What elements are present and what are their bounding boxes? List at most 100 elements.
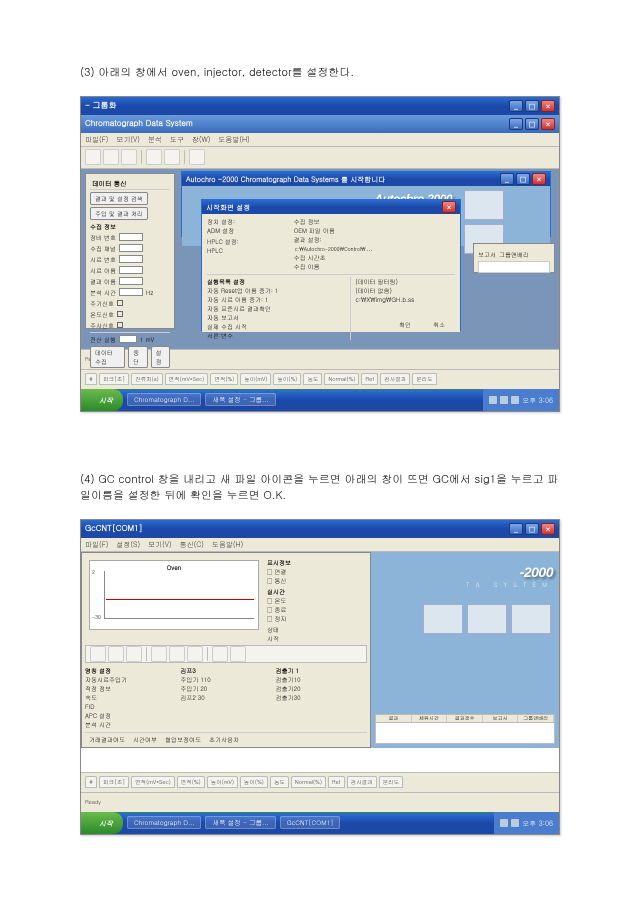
field-input[interactable] <box>119 266 143 274</box>
toolbar-button[interactable] <box>121 149 137 165</box>
tray-icon[interactable] <box>511 819 519 827</box>
num-input[interactable]: 0 <box>297 675 300 684</box>
tab[interactable]: Normal(%) <box>291 776 326 788</box>
stop-button[interactable]: 중단 <box>128 346 147 368</box>
tray-icon[interactable] <box>500 819 508 827</box>
thumb-icon[interactable] <box>511 604 551 634</box>
task-button[interactable]: 새폭 설정 - 그룹... <box>205 816 275 829</box>
checkbox[interactable] <box>117 300 123 306</box>
toolbar-button[interactable] <box>164 149 180 165</box>
field-input[interactable] <box>119 233 143 241</box>
ok-button[interactable]: 확인 <box>389 319 421 330</box>
thumb-icon[interactable] <box>423 604 463 634</box>
footer-input[interactable] <box>119 335 137 343</box>
field-input[interactable] <box>119 244 143 252</box>
tab[interactable]: Normal(%) <box>324 373 359 385</box>
checkbox[interactable] <box>117 311 123 317</box>
app-min-button[interactable]: _ <box>509 118 523 130</box>
tab[interactable]: 높이(mV) <box>207 776 238 788</box>
num-input[interactable]: 10 <box>204 675 211 684</box>
start-button[interactable]: 시작 <box>81 812 123 834</box>
tab[interactable]: 높이(mV) <box>240 373 271 385</box>
tab[interactable]: 잔류치(s) <box>131 373 163 385</box>
tab[interactable]: 검사결과 <box>347 776 377 788</box>
banner-close[interactable]: × <box>532 173 546 185</box>
gc-tool-button[interactable] <box>212 646 228 662</box>
menu-item[interactable]: 도구 <box>170 134 184 144</box>
gc-tool-button[interactable] <box>108 646 124 662</box>
menu-item[interactable]: 파일(F) <box>85 134 108 144</box>
menu-item[interactable]: 도움말(H) <box>218 134 249 144</box>
tab[interactable]: 높이(%) <box>240 776 268 788</box>
toolbar-button[interactable] <box>146 149 162 165</box>
min-button[interactable]: _ <box>509 100 523 112</box>
start-button[interactable]: 시작 <box>81 389 123 411</box>
set-button[interactable]: 설정 <box>151 346 170 368</box>
toolbar-button[interactable] <box>189 149 205 165</box>
tab[interactable]: Ref <box>361 373 378 385</box>
hplc-button[interactable]: HPLC <box>207 246 223 255</box>
num-input[interactable]: 0 <box>297 684 300 693</box>
tab[interactable]: 분리도 <box>412 373 437 385</box>
tab[interactable]: 농도 <box>270 776 289 788</box>
task-button[interactable]: Chromatograph D... <box>127 816 201 829</box>
thumb-icon[interactable] <box>467 604 507 634</box>
tray-icon[interactable] <box>500 396 508 404</box>
field-input[interactable] <box>119 277 143 285</box>
gc-tool-button[interactable] <box>151 646 167 662</box>
checkbox[interactable] <box>117 322 123 328</box>
banner-max[interactable]: □ <box>516 173 530 185</box>
app-max-button[interactable]: □ <box>525 118 539 130</box>
tab[interactable]: 면적(mV*Sec) <box>165 373 209 385</box>
tab[interactable]: 면적(%) <box>177 776 205 788</box>
num-input[interactable]: 0 <box>297 693 300 702</box>
close-button[interactable]: × <box>541 523 555 535</box>
state-button[interactable]: 상태 <box>267 625 279 634</box>
menu-item[interactable]: 창(W) <box>192 134 211 144</box>
tab[interactable]: 농도 <box>303 373 322 385</box>
banner-min[interactable]: _ <box>500 173 514 185</box>
num-input[interactable]: 0 <box>201 693 204 702</box>
tab[interactable]: 면적(mV*Sec) <box>131 776 175 788</box>
tab[interactable]: 피크[초] <box>99 373 129 385</box>
browse-button[interactable]: ... <box>367 244 373 253</box>
app-close-button[interactable]: × <box>541 118 555 130</box>
adm-button[interactable]: ADM 설정 <box>207 226 234 235</box>
make-result-button[interactable]: 주입 및 결과 처리 <box>90 207 148 220</box>
gc-tool-button[interactable] <box>126 646 142 662</box>
field-input[interactable] <box>119 288 143 296</box>
task-button[interactable]: 새폭 설정 - 그룹... <box>205 393 275 406</box>
menu-item[interactable]: 통신(C) <box>180 539 204 549</box>
toolbar-button[interactable] <box>85 149 101 165</box>
tab[interactable]: 높이(%) <box>273 373 301 385</box>
menu-item[interactable]: 설정(S) <box>116 539 140 549</box>
tab[interactable]: # <box>85 776 97 788</box>
gc-tool-button[interactable] <box>169 646 185 662</box>
task-button[interactable]: GcCNT[COM1] <box>280 816 341 829</box>
tab[interactable]: 피크[초] <box>99 776 129 788</box>
num-input[interactable]: 0 <box>204 684 207 693</box>
start-button[interactable]: 시작 <box>267 634 279 643</box>
toolbar-button[interactable] <box>103 149 119 165</box>
tab[interactable]: Ref <box>328 776 345 788</box>
gc-tool-button[interactable] <box>230 646 246 662</box>
tab[interactable]: # <box>85 373 97 385</box>
tab[interactable]: 검사결과 <box>380 373 410 385</box>
gc-tool-button[interactable] <box>90 646 106 662</box>
menu-item[interactable]: 파일(F) <box>85 539 108 549</box>
tray-icon[interactable] <box>511 396 519 404</box>
thumb-icon[interactable] <box>464 190 504 220</box>
open-result-button[interactable]: 결과 및 설정 검색 <box>90 192 148 205</box>
menu-item[interactable]: 분석 <box>148 134 162 144</box>
menu-item[interactable]: 보기(V) <box>148 539 171 549</box>
close-button[interactable]: × <box>541 100 555 112</box>
dialog-close[interactable]: × <box>442 201 456 213</box>
menu-item[interactable]: 보기(V) <box>116 134 139 144</box>
path-input[interactable]: c:\Autochro-2000\Control\ <box>294 246 367 253</box>
tray-icon[interactable] <box>489 396 497 404</box>
acq-button[interactable]: 데이터 수집 <box>90 346 125 368</box>
cancel-button[interactable]: 취소 <box>423 319 455 330</box>
task-button[interactable]: Chromatograph D... <box>127 393 201 406</box>
max-button[interactable]: □ <box>525 523 539 535</box>
tab[interactable]: 면적(%) <box>210 373 238 385</box>
